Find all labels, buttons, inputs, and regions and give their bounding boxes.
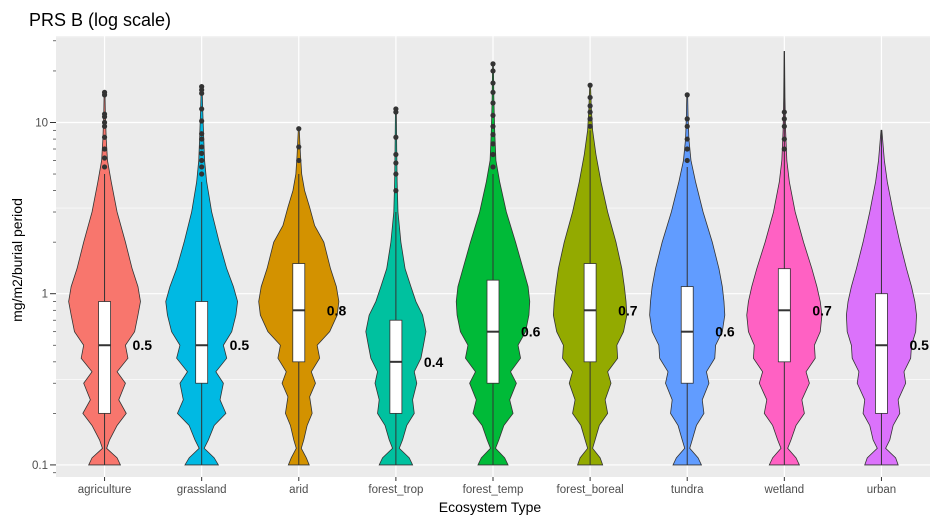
outlier-point — [490, 141, 496, 147]
y-tick-label: 10 — [35, 117, 48, 129]
outlier-point — [490, 112, 496, 119]
outlier-point — [199, 106, 205, 112]
violin-group: 0.5 — [68, 89, 153, 466]
outlier-point — [199, 157, 205, 164]
outlier-point — [199, 144, 205, 150]
outlier-point — [587, 123, 593, 129]
outlier-point — [199, 164, 205, 170]
median-label: 0.8 — [327, 302, 347, 318]
median-label: 0.5 — [909, 337, 929, 353]
outlier-point — [101, 111, 108, 117]
violins: 0.5 0.5 0.8 0.4 0.6 0.7 0.6 0.7 0.5 — [68, 51, 929, 466]
outlier-point — [199, 131, 205, 137]
outlier-point — [393, 188, 399, 194]
median-label: 0.7 — [812, 302, 832, 318]
violin-group: 0.6 — [455, 61, 541, 466]
outlier-point — [296, 157, 302, 164]
violin-group: 0.7 — [746, 51, 832, 466]
outlier-point — [587, 94, 593, 101]
iqr-box — [777, 268, 791, 363]
outlier-point — [587, 103, 593, 109]
violin-group: 0.6 — [649, 92, 735, 466]
outlier-point — [296, 126, 302, 132]
outlier-point — [393, 106, 399, 112]
iqr-box — [875, 293, 888, 414]
x-tick-label: forest_trop — [368, 484, 423, 496]
outlier-point — [393, 160, 399, 166]
outlier-point — [490, 100, 496, 106]
violin-group: 0.5 — [845, 129, 929, 466]
median-label: 0.7 — [618, 302, 638, 318]
x-tick-label: forest_temp — [463, 484, 524, 496]
x-axis-title: Ecosystem Type — [439, 499, 542, 515]
axes: 0.1 1 10 agriculture grassland arid forest_tro… — [32, 40, 896, 496]
median-label: 0.6 — [715, 324, 735, 340]
iqr-box — [583, 263, 597, 363]
iqr-box — [195, 301, 209, 384]
x-tick-label: agriculture — [78, 484, 132, 496]
outlier-point — [684, 92, 690, 98]
outlier-point — [490, 68, 496, 74]
outlier-point — [101, 164, 108, 170]
outlier-point — [199, 84, 205, 90]
outlier-point — [101, 89, 108, 95]
outlier-point — [490, 89, 496, 95]
outlier-point — [781, 146, 787, 152]
outlier-point — [587, 116, 593, 122]
median-label: 0.6 — [521, 324, 541, 340]
outlier-point — [490, 61, 496, 67]
x-tick-label: urban — [867, 484, 896, 496]
y-tick-label: 1 — [42, 289, 48, 301]
outlier-point — [101, 146, 108, 152]
iqr-box — [98, 301, 111, 414]
chart-title: PRS B (log scale) — [29, 10, 171, 30]
outlier-point — [490, 80, 496, 86]
iqr-box — [292, 263, 306, 363]
outlier-point — [684, 123, 690, 129]
outlier-point — [781, 116, 787, 122]
outlier-point — [781, 136, 787, 142]
median-label: 0.4 — [424, 354, 444, 370]
outlier-point — [199, 136, 205, 142]
x-tick-label: wetland — [764, 484, 805, 496]
violin-group: 0.8 — [258, 126, 347, 466]
outlier-point — [684, 146, 690, 152]
outlier-point — [101, 134, 108, 140]
outlier-point — [490, 164, 496, 170]
outlier-point — [393, 134, 399, 140]
outlier-point — [490, 151, 496, 158]
median-label: 0.5 — [133, 337, 153, 353]
outlier-point — [684, 116, 690, 122]
iqr-box — [389, 319, 403, 414]
y-tick-label: 0.1 — [32, 460, 48, 472]
outlier-point — [199, 171, 205, 177]
outlier-point — [101, 155, 108, 161]
outlier-point — [781, 123, 787, 129]
violin-group: 0.4 — [365, 106, 444, 466]
outlier-point — [393, 171, 399, 177]
violin-group: 0.5 — [165, 84, 250, 466]
outlier-point — [490, 123, 496, 129]
outlier-point — [490, 131, 496, 138]
x-tick-label: forest_boreal — [557, 484, 624, 496]
outlier-point — [684, 157, 690, 164]
outlier-point — [587, 109, 593, 115]
x-tick-label: tundra — [671, 484, 704, 496]
outlier-point — [393, 151, 399, 158]
outlier-point — [781, 109, 787, 115]
x-tick-label: arid — [289, 484, 308, 496]
outlier-point — [199, 150, 205, 156]
iqr-box — [680, 286, 694, 384]
violin-group: 0.7 — [552, 82, 638, 466]
outlier-point — [199, 118, 205, 124]
y-axis-title: mg/m2/burial period — [9, 198, 25, 322]
outlier-point — [684, 136, 690, 142]
outlier-point — [587, 82, 593, 88]
outlier-point — [101, 119, 108, 126]
outlier-point — [296, 144, 302, 150]
outlier-point — [101, 123, 108, 129]
median-label: 0.5 — [230, 337, 250, 353]
x-tick-label: grassland — [177, 484, 227, 496]
